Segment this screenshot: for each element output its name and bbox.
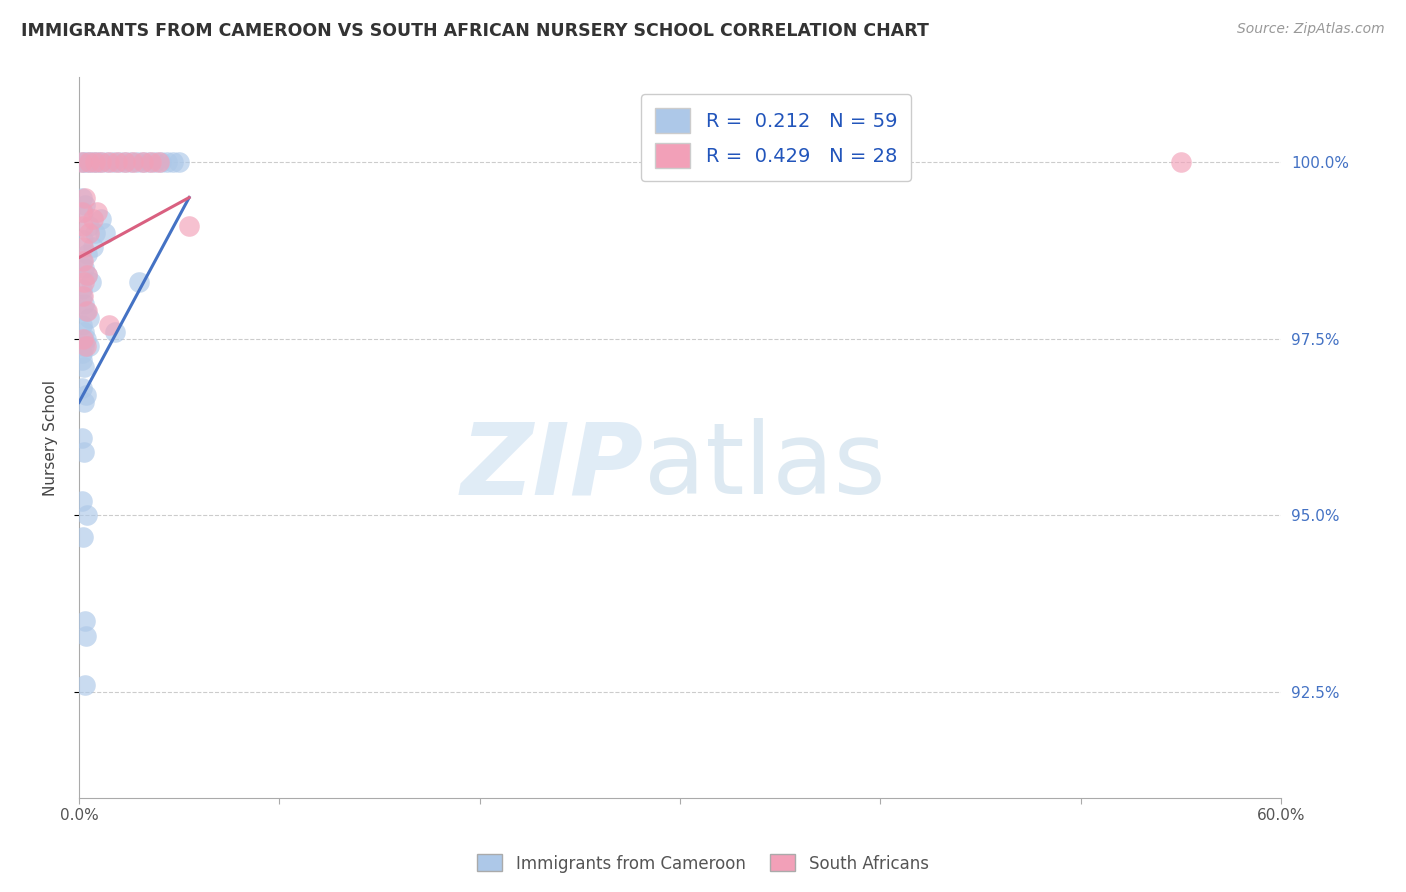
Point bbox=[143, 155, 166, 169]
Point bbox=[75, 332, 97, 346]
Point bbox=[150, 155, 173, 169]
Point bbox=[73, 155, 96, 169]
Point bbox=[84, 155, 107, 169]
Point bbox=[148, 155, 170, 169]
Point bbox=[72, 204, 94, 219]
Point bbox=[72, 240, 94, 254]
Text: IMMIGRANTS FROM CAMEROON VS SOUTH AFRICAN NURSERY SCHOOL CORRELATION CHART: IMMIGRANTS FROM CAMEROON VS SOUTH AFRICA… bbox=[21, 22, 929, 40]
Point bbox=[73, 360, 96, 375]
Point bbox=[72, 219, 94, 233]
Point bbox=[73, 615, 96, 629]
Point bbox=[82, 211, 104, 226]
Point bbox=[72, 254, 94, 268]
Legend: Immigrants from Cameroon, South Africans: Immigrants from Cameroon, South Africans bbox=[471, 847, 935, 880]
Point bbox=[70, 318, 93, 332]
Point bbox=[70, 204, 93, 219]
Point bbox=[73, 197, 96, 211]
Point bbox=[75, 388, 97, 402]
Point bbox=[77, 155, 100, 169]
Point bbox=[101, 155, 124, 169]
Point bbox=[82, 240, 104, 254]
Point bbox=[138, 155, 160, 169]
Point bbox=[179, 219, 201, 233]
Point bbox=[84, 226, 107, 240]
Point bbox=[104, 325, 127, 339]
Point bbox=[77, 155, 100, 169]
Text: ZIP: ZIP bbox=[461, 418, 644, 515]
Point bbox=[114, 155, 136, 169]
Point bbox=[108, 155, 131, 169]
Point bbox=[76, 508, 98, 523]
Text: atlas: atlas bbox=[644, 418, 886, 515]
Point bbox=[86, 204, 108, 219]
Point bbox=[70, 254, 93, 268]
Legend: R =  0.212   N = 59, R =  0.429   N = 28: R = 0.212 N = 59, R = 0.429 N = 28 bbox=[641, 95, 911, 181]
Point bbox=[96, 155, 118, 169]
Point bbox=[72, 332, 94, 346]
Point bbox=[70, 381, 93, 395]
Point bbox=[73, 325, 96, 339]
Point bbox=[128, 276, 150, 290]
Point bbox=[77, 226, 100, 240]
Point bbox=[94, 226, 117, 240]
Text: Source: ZipAtlas.com: Source: ZipAtlas.com bbox=[1237, 22, 1385, 37]
Point bbox=[1170, 155, 1192, 169]
Point bbox=[70, 289, 93, 303]
Point bbox=[77, 339, 100, 353]
Point bbox=[77, 310, 100, 325]
Point bbox=[120, 155, 142, 169]
Point bbox=[73, 339, 96, 353]
Point bbox=[98, 155, 121, 169]
Point bbox=[76, 247, 98, 261]
Point bbox=[90, 155, 112, 169]
Point bbox=[105, 155, 128, 169]
Point bbox=[132, 155, 155, 169]
Point bbox=[90, 211, 112, 226]
Point bbox=[73, 261, 96, 276]
Point bbox=[72, 530, 94, 544]
Point bbox=[162, 155, 184, 169]
Point bbox=[82, 155, 104, 169]
Point bbox=[70, 346, 93, 360]
Point bbox=[77, 219, 100, 233]
Point bbox=[80, 276, 103, 290]
Point bbox=[167, 155, 190, 169]
Y-axis label: Nursery School: Nursery School bbox=[44, 380, 58, 496]
Point bbox=[70, 353, 93, 368]
Point bbox=[156, 155, 179, 169]
Point bbox=[73, 296, 96, 310]
Point bbox=[122, 155, 145, 169]
Point bbox=[72, 233, 94, 247]
Point bbox=[73, 190, 96, 204]
Point bbox=[75, 303, 97, 318]
Point bbox=[73, 395, 96, 409]
Point bbox=[70, 431, 93, 445]
Point bbox=[70, 155, 93, 169]
Point bbox=[72, 289, 94, 303]
Point bbox=[70, 190, 93, 204]
Point bbox=[132, 155, 155, 169]
Point bbox=[125, 155, 148, 169]
Point bbox=[75, 629, 97, 643]
Point bbox=[90, 155, 112, 169]
Point bbox=[73, 276, 96, 290]
Point bbox=[98, 318, 121, 332]
Point bbox=[73, 445, 96, 459]
Point bbox=[76, 303, 98, 318]
Point bbox=[70, 494, 93, 508]
Point bbox=[114, 155, 136, 169]
Point bbox=[75, 339, 97, 353]
Point bbox=[73, 678, 96, 692]
Point bbox=[70, 155, 93, 169]
Point bbox=[86, 155, 108, 169]
Point bbox=[76, 268, 98, 283]
Point bbox=[76, 268, 98, 283]
Point bbox=[139, 155, 162, 169]
Point bbox=[70, 282, 93, 296]
